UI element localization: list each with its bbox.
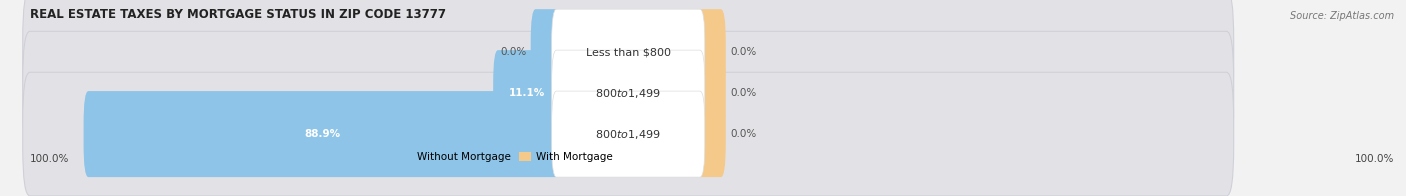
Text: 88.9%: 88.9%: [304, 129, 340, 139]
Text: Less than $800: Less than $800: [586, 47, 671, 57]
FancyBboxPatch shape: [695, 50, 725, 136]
FancyBboxPatch shape: [695, 91, 725, 177]
Text: 0.0%: 0.0%: [730, 47, 756, 57]
FancyBboxPatch shape: [551, 50, 704, 136]
Text: 100.0%: 100.0%: [1354, 154, 1393, 164]
FancyBboxPatch shape: [494, 50, 561, 136]
FancyBboxPatch shape: [551, 9, 704, 95]
FancyBboxPatch shape: [83, 91, 561, 177]
Text: 0.0%: 0.0%: [730, 88, 756, 98]
Text: $800 to $1,499: $800 to $1,499: [595, 128, 661, 141]
Text: REAL ESTATE TAXES BY MORTGAGE STATUS IN ZIP CODE 13777: REAL ESTATE TAXES BY MORTGAGE STATUS IN …: [30, 8, 446, 22]
FancyBboxPatch shape: [551, 91, 704, 177]
FancyBboxPatch shape: [530, 9, 561, 95]
Text: $800 to $1,499: $800 to $1,499: [595, 87, 661, 100]
FancyBboxPatch shape: [22, 31, 1233, 155]
Text: 11.1%: 11.1%: [509, 88, 546, 98]
FancyBboxPatch shape: [22, 0, 1233, 114]
Text: 0.0%: 0.0%: [501, 47, 526, 57]
Text: 100.0%: 100.0%: [30, 154, 69, 164]
Legend: Without Mortgage, With Mortgage: Without Mortgage, With Mortgage: [396, 148, 616, 166]
FancyBboxPatch shape: [22, 72, 1233, 196]
FancyBboxPatch shape: [695, 9, 725, 95]
Text: Source: ZipAtlas.com: Source: ZipAtlas.com: [1289, 12, 1393, 22]
Text: 0.0%: 0.0%: [730, 129, 756, 139]
